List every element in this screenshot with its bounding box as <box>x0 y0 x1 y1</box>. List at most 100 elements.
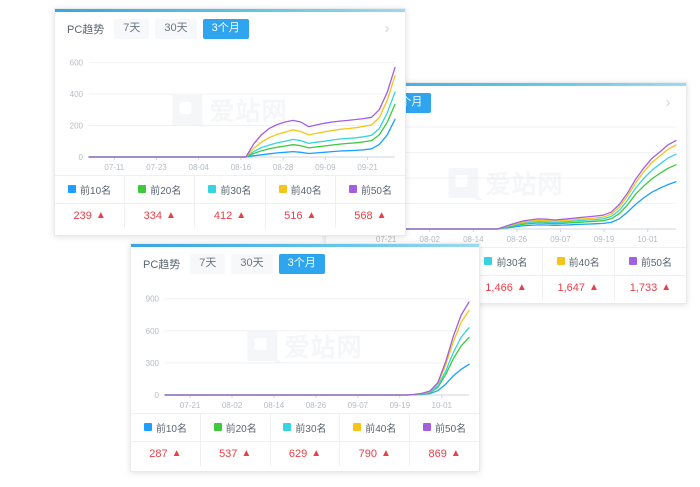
up-arrow-icon: ▲ <box>516 281 527 293</box>
svg-text:09-09: 09-09 <box>315 163 336 172</box>
svg-text:08-04: 08-04 <box>189 163 210 172</box>
up-arrow-icon: ▲ <box>95 209 106 221</box>
tab-7-days[interactable]: 7天 <box>190 254 226 274</box>
value-top50: 869 <box>428 447 447 460</box>
value-top20: 537 <box>219 447 238 460</box>
svg-text:07-21: 07-21 <box>376 235 397 244</box>
value-top30: 1,466 <box>485 281 513 294</box>
svg-text:09-19: 09-19 <box>594 235 615 244</box>
legend-item-top10[interactable]: 前10名 <box>131 414 200 441</box>
svg-text:08-02: 08-02 <box>420 235 441 244</box>
svg-text:07-23: 07-23 <box>146 163 167 172</box>
legend-label-top30: 前30名 <box>295 423 327 435</box>
svg-text:08-26: 08-26 <box>306 401 327 410</box>
svg-text:200: 200 <box>70 121 84 130</box>
value-top30: 629 <box>288 447 308 460</box>
tab-3-months[interactable]: 3个月 <box>202 19 249 39</box>
legend-item-top50[interactable]: 前50名 <box>334 175 405 203</box>
trend-chart-1-svg: 0 200 400 600 07-11 07-23 08-04 08-16 08-28 09-09… <box>70 58 396 172</box>
legend-item-top30[interactable]: 前30名 <box>269 413 340 441</box>
legend-swatch-top10 <box>68 185 77 194</box>
up-arrow-icon: ▲ <box>166 209 176 221</box>
legend-label-top10: 前10名 <box>80 185 112 197</box>
pc-trend-card-3: PC趋势 7天 30天 3个月 0 300 600 900 07-21 08-02 08-1… <box>130 243 480 472</box>
svg-text:0: 0 <box>79 153 84 162</box>
up-arrow-icon: ▲ <box>589 281 599 293</box>
value-item-top50: 568 ▲ <box>334 203 405 228</box>
svg-text:400: 400 <box>70 90 84 99</box>
legend-item-top40[interactable]: 前40名 <box>264 175 335 203</box>
value-top10: 239 <box>73 209 92 222</box>
value-top20: 334 <box>143 209 163 222</box>
value-top40: 1,647 <box>557 281 586 294</box>
value-row: 287 ▲ 537 ▲ 629 ▲ 790 ▲ 869 ▲ <box>131 440 479 466</box>
legend-label-top50: 前50名 <box>360 185 392 197</box>
card-header: PC趋势 7天 30天 3个月 › <box>55 12 405 45</box>
legend-item-top50[interactable]: 前50名 <box>613 247 686 275</box>
card-top-accent-bar <box>55 9 405 12</box>
legend-swatch-top20 <box>138 185 147 194</box>
range-tabs: 7天 30天 3个月 <box>190 254 325 274</box>
value-item-top10: 287 ▲ <box>131 442 200 466</box>
svg-text:08-28: 08-28 <box>273 163 294 172</box>
legend-label-top40: 前40名 <box>365 423 397 435</box>
up-arrow-icon: ▲ <box>450 447 461 459</box>
legend-item-top40[interactable]: 前40名 <box>541 247 614 275</box>
page-title: PC趋势 <box>67 23 105 36</box>
legend-label-top30: 前30名 <box>220 185 252 197</box>
trend-chart-3-svg: 0 300 600 900 07-21 08-02 08-14 08-26 09-07 09-19… <box>146 294 470 410</box>
legend-item-top10[interactable]: 前10名 <box>55 176 124 203</box>
legend-item-top30[interactable]: 前30名 <box>194 175 264 203</box>
legend-row: 前10名 前20名 前30名 前40名 前50名 <box>131 412 479 441</box>
tab-7-days[interactable]: 7天 <box>114 19 150 39</box>
value-item-top40: 1,647 ▲ <box>541 275 614 300</box>
svg-text:09-21: 09-21 <box>357 163 378 172</box>
trend-chart-3: 0 300 600 900 07-21 08-02 08-14 08-26 09-07 09-19… <box>131 280 479 413</box>
value-top40: 790 <box>358 447 378 460</box>
legend-label-top20: 前20名 <box>150 185 182 197</box>
value-top40: 516 <box>284 209 303 222</box>
legend-swatch-top50 <box>628 257 637 266</box>
legend-swatch-top40 <box>556 257 565 266</box>
legend-swatch-top20 <box>213 423 222 432</box>
legend-swatch-top10 <box>143 423 152 432</box>
value-item-top40: 516 ▲ <box>264 203 335 228</box>
legend-swatch-top30 <box>208 185 217 194</box>
chevron-right-icon[interactable]: › <box>384 19 390 37</box>
svg-text:10-01: 10-01 <box>637 235 658 244</box>
legend-label-top50: 前50名 <box>640 257 672 269</box>
value-top50: 1,733 <box>629 281 658 294</box>
value-item-top50: 869 ▲ <box>409 441 479 466</box>
value-item-top20: 537 ▲ <box>199 441 270 466</box>
legend-item-top40[interactable]: 前40名 <box>339 413 409 441</box>
svg-text:07-11: 07-11 <box>104 163 124 172</box>
up-arrow-icon: ▲ <box>171 447 182 459</box>
trend-chart-1: 0 200 400 600 07-11 07-23 08-04 08-16 08-28 09-09… <box>55 45 405 175</box>
legend-item-top30[interactable]: 前30名 <box>469 247 541 275</box>
card-header: PC趋势 7天 30天 3个月 <box>131 247 479 280</box>
legend-row: 前10名 前20名 前30名 前40名 前50名 <box>55 174 405 203</box>
up-arrow-icon: ▲ <box>661 281 672 293</box>
legend-swatch-top40 <box>278 185 287 194</box>
up-arrow-icon: ▲ <box>311 447 322 459</box>
legend-item-top20[interactable]: 前20名 <box>124 175 194 203</box>
value-item-top10: 239 ▲ <box>55 204 124 228</box>
value-item-top50: 1,733 ▲ <box>613 275 686 300</box>
svg-text:08-14: 08-14 <box>264 401 285 410</box>
value-top10: 287 <box>149 447 168 460</box>
value-row: 239 ▲ 334 ▲ 412 ▲ 516 ▲ 568 ▲ <box>55 202 405 228</box>
legend-label-top40: 前40名 <box>290 185 322 197</box>
card-top-accent-bar <box>326 83 686 86</box>
tab-3-months[interactable]: 3个月 <box>278 254 325 274</box>
value-item-top30: 629 ▲ <box>269 441 340 466</box>
svg-text:0: 0 <box>155 391 160 400</box>
legend-item-top50[interactable]: 前50名 <box>409 413 479 441</box>
tab-30-days[interactable]: 30天 <box>155 19 197 39</box>
chevron-right-icon[interactable]: › <box>665 93 671 111</box>
value-top30: 412 <box>213 209 233 222</box>
value-item-top30: 1,466 ▲ <box>469 275 541 300</box>
tab-30-days[interactable]: 30天 <box>231 254 273 274</box>
svg-text:600: 600 <box>146 327 160 336</box>
legend-label-top40: 前40名 <box>568 257 600 269</box>
legend-item-top20[interactable]: 前20名 <box>199 413 270 441</box>
